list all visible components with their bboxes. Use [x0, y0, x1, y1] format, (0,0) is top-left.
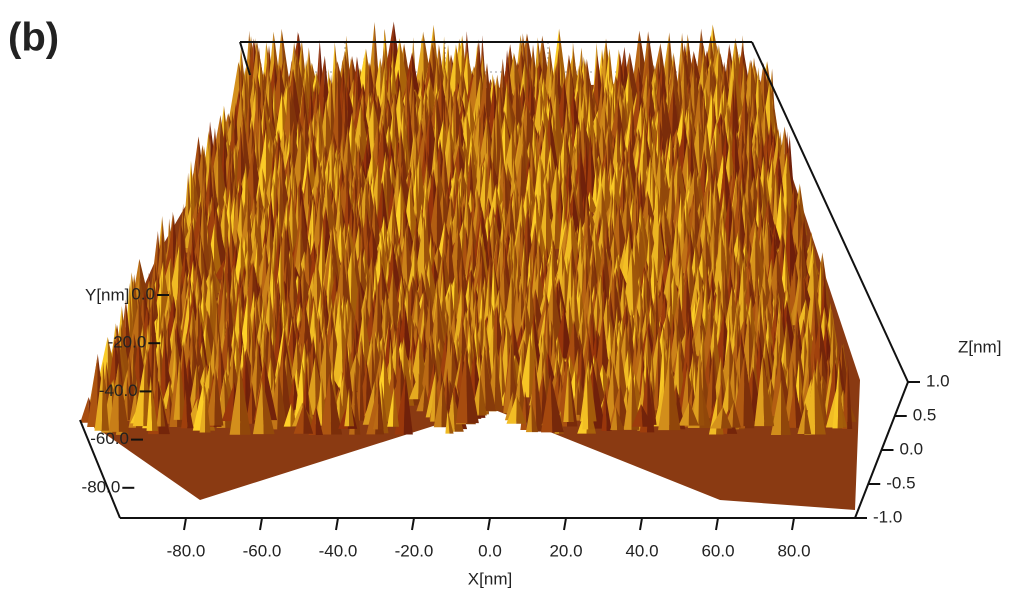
surface [80, 21, 860, 510]
